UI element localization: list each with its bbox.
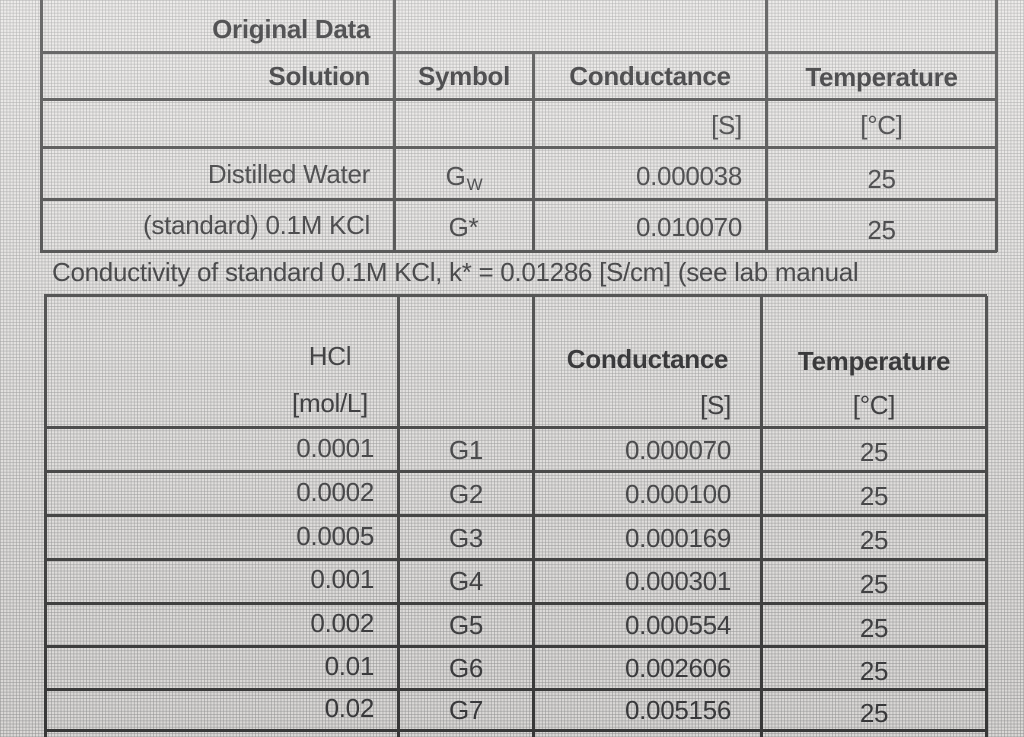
header-temperature-unit: [°C] (860, 110, 903, 140)
symbol-main: G (445, 161, 466, 191)
symbol-cell: G2 (448, 479, 484, 509)
table-border (44, 558, 987, 561)
conductance-cell: 0.000070 (624, 435, 731, 465)
table-border (765, 0, 768, 252)
conductance-cell: 0.000169 (624, 523, 731, 553)
solution-cell: Distilled Water (207, 159, 370, 189)
concentration-cell: 0.0002 (296, 477, 374, 507)
conductance-cell: 0.002606 (624, 653, 731, 683)
header-solution: Solution (268, 61, 370, 91)
temperature-cell: 25 (867, 215, 896, 245)
symbol-cell: G7 (448, 695, 484, 725)
header-temperature-unit: [°C] (852, 390, 896, 420)
symbol-subscript: W (466, 175, 483, 194)
temperature-cell: 25 (859, 656, 889, 686)
temperature-cell: 25 (867, 164, 896, 194)
temperature-cell: 25 (859, 525, 889, 555)
concentration-cell: 0.0001 (296, 433, 374, 463)
table-border (995, 0, 998, 252)
header-temperature: Temperature (805, 62, 958, 92)
table-border (44, 602, 987, 605)
symbol-cell: G6 (448, 653, 484, 683)
concentration-cell: 0.001 (310, 564, 374, 594)
conductance-cell: 0.000038 (635, 161, 742, 191)
table-border (44, 470, 987, 473)
symbol-cell: G5 (448, 610, 484, 640)
header-hcl: HCl (308, 341, 352, 371)
concentration-cell: 0.0005 (296, 521, 374, 551)
symbol-cell: G3 (448, 523, 484, 553)
original-data-title: Original Data (212, 14, 370, 44)
header-conductance-unit: [S] (711, 110, 742, 140)
conductance-cell: 0.010070 (635, 212, 742, 242)
concentration-cell: 0.01 (324, 651, 375, 681)
table-border (393, 0, 396, 252)
temperature-cell: 25 (859, 481, 889, 511)
temperature-cell: 25 (859, 698, 889, 728)
conductance-cell: 0.000100 (624, 479, 731, 509)
symbol-main: G* (448, 212, 479, 242)
table-border (44, 688, 987, 691)
header-conductance-unit: [S] (700, 390, 731, 420)
conductance-cell: 0.000301 (624, 566, 731, 596)
header-symbol: Symbol (417, 61, 511, 91)
table-border (44, 514, 987, 517)
temperature-cell: 25 (859, 613, 889, 643)
table-border (40, 51, 997, 54)
header-hcl-unit: [mol/L] (292, 388, 368, 418)
table-border (44, 729, 987, 732)
table-border (44, 645, 987, 648)
symbol-cell: G* (396, 214, 532, 244)
table-border (40, 98, 997, 101)
header-temperature: Temperature (797, 346, 951, 376)
table-border (40, 146, 997, 149)
table-border (44, 294, 987, 297)
symbol-cell: GW (396, 163, 532, 193)
conductance-cell: 0.000554 (624, 610, 731, 640)
table-border (40, 0, 43, 252)
concentration-cell: 0.02 (324, 693, 375, 723)
concentration-cell: 0.002 (310, 608, 374, 638)
solution-cell: (standard) 0.1M KCl (143, 210, 370, 240)
symbol-cell: G4 (448, 566, 484, 596)
temperature-cell: 25 (859, 437, 889, 467)
header-conductance: Conductance (569, 61, 731, 91)
symbol-cell: G1 (448, 435, 484, 465)
table-border (40, 198, 997, 201)
conductivity-note: Conductivity of standard 0.1M KCl, k* = … (52, 257, 859, 287)
conductance-cell: 0.005156 (624, 695, 731, 725)
table-border (532, 52, 535, 252)
table-border (44, 426, 987, 429)
header-conductance: Conductance (566, 344, 729, 374)
temperature-cell: 25 (859, 569, 889, 599)
table-border (40, 250, 997, 253)
